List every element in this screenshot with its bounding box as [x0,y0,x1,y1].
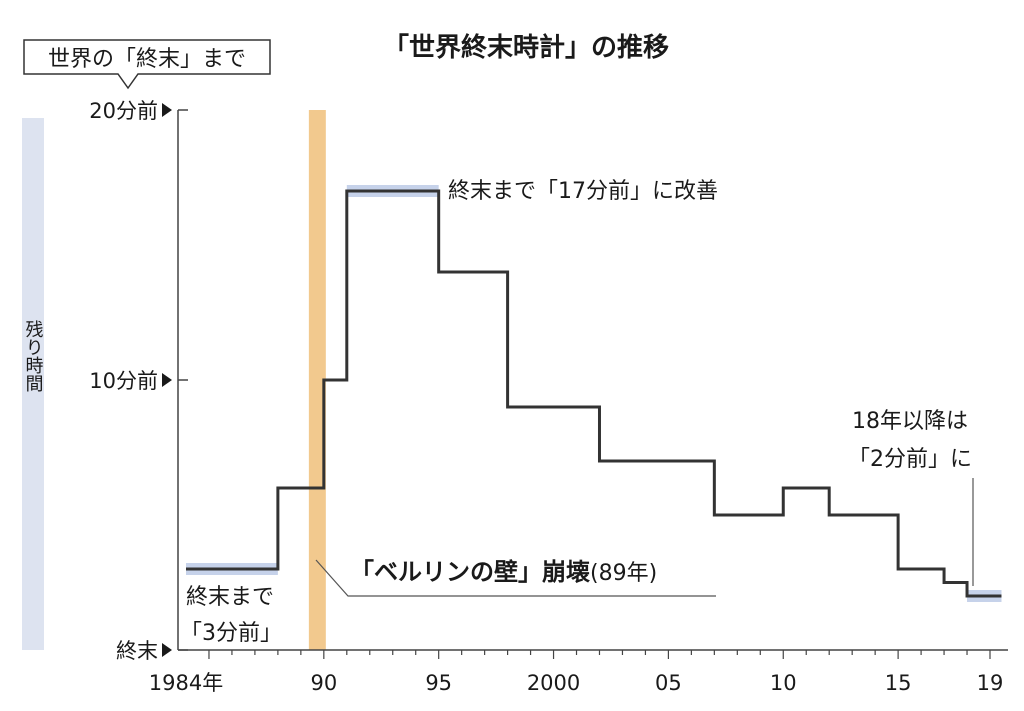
annotation-berlin-normal: (89年) [590,561,657,586]
annotation-peak: 終末まで「17分前」に改善 [448,179,718,204]
x-tick-label-2: 95 [425,671,452,695]
berlin-wall-band [308,110,326,650]
x-tick-label-1: 90 [310,671,337,695]
y-tick-label-1: 10分前 [89,369,158,393]
x-tick-label-0: 1984年 [149,671,223,695]
x-tick-label-5: 10 [770,671,797,695]
y-axis-label: 残り時間 [23,320,44,393]
annotation-start: 終末まで 「3分前」 [180,585,282,646]
annotation-start-line1: 終末まで [186,585,274,610]
annotation-berlin-bold: 「ベルリンの壁」崩壊 [350,558,590,586]
y-tick-arrow-0 [162,103,172,117]
x-tick-label-6: 15 [885,671,912,695]
annotation-latest-line2: 「2分前」に [848,447,972,472]
unit-caption: 世界の「終末」まで [23,39,271,90]
annotation-start-line2: 「3分前」 [180,621,282,646]
y-tick-label-0: 20分前 [89,99,158,123]
y-tick-arrow-1 [162,373,172,387]
annotation-berlin-label: 「ベルリンの壁」崩壊(89年) [350,558,657,586]
x-tick-label-4: 05 [655,671,682,695]
annotation-berlin-leader [315,559,716,597]
y-tick-label-2: 終末 [116,639,158,663]
series-line [186,189,1002,598]
x-tick-label-3: 2000 [527,671,580,695]
unit-caption-box [23,39,271,90]
x-ticks: 1984年 90 95 2000 05 10 15 19 [149,650,1004,695]
y-tick-arrow-2 [162,643,172,657]
unit-caption-label: 世界の「終末」まで [48,47,246,72]
annotation-berlin: 「ベルリンの壁」崩壊(89年) [315,558,716,597]
annotation-latest: 18年以降は 「2分前」に [848,409,974,586]
chart-title: 「世界終末時計」の推移 [383,32,669,63]
annotation-latest-line1: 18年以降は [852,409,968,434]
x-tick-label-7: 19 [977,671,1004,695]
highlight-marks [186,185,1002,602]
y-axis-title: 残り時間 [22,118,44,650]
y-axis-title-bar [22,118,44,650]
